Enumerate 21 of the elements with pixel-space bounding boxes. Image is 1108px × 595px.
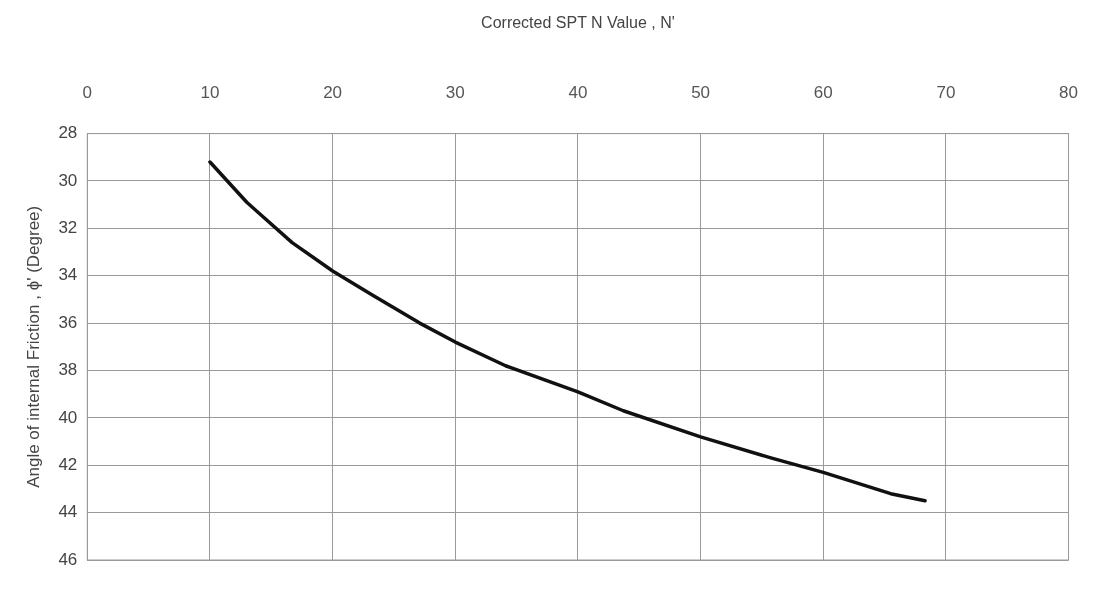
x-tick-label: 50 [691,83,711,103]
x-tick-label: 0 [82,83,93,103]
y-tick-label: 46 [58,549,78,569]
y-tick-label: 40 [58,407,78,427]
y-tick-label: 34 [58,265,78,285]
y-axis-title: Angle of internal Friction , ϕ' (Degree) [23,205,43,488]
x-tick-label: 70 [936,83,956,103]
y-tick-label: 28 [58,123,78,143]
x-tick-label: 30 [445,83,465,103]
y-tick-label: 36 [58,312,78,332]
y-tick-label: 44 [58,502,78,522]
y-tick-label: 30 [58,170,78,190]
x-tick-label: 40 [568,83,588,103]
y-tick-label: 32 [58,218,78,238]
x-tick-label: 60 [813,83,833,103]
x-tick-label: 10 [200,83,220,103]
x-tick-label: 80 [1059,83,1079,103]
x-tick-label: 20 [323,83,343,103]
y-tick-label: 42 [58,454,78,474]
y-tick-label: 38 [58,360,78,380]
x-axis-title: Corrected SPT N Value , N' [481,14,675,32]
